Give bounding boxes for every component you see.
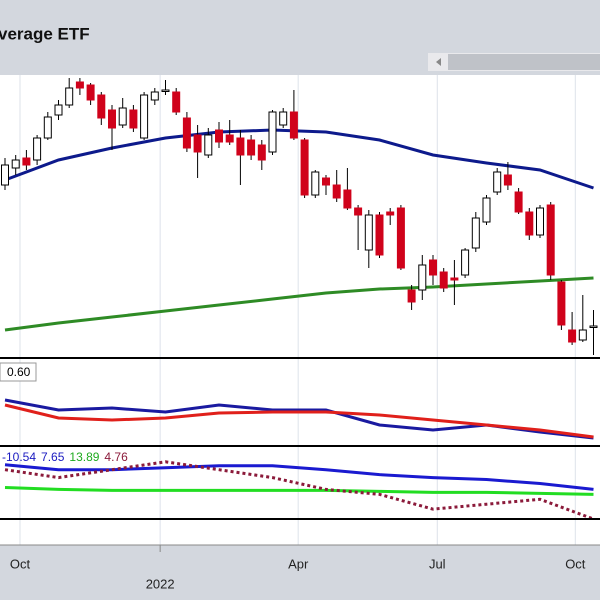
candle-body bbox=[311, 171, 320, 196]
moving-average bbox=[4, 128, 594, 190]
candle-body bbox=[589, 325, 598, 328]
candle-body bbox=[33, 137, 42, 161]
candle-body bbox=[43, 116, 52, 139]
candle-body bbox=[172, 91, 181, 113]
indicator-line bbox=[4, 403, 594, 439]
indicator-label: 0.60 bbox=[7, 365, 31, 379]
x-year-label: 2022 bbox=[146, 576, 175, 591]
candle-body bbox=[578, 329, 587, 341]
candle-body bbox=[65, 87, 74, 106]
candle-body bbox=[461, 249, 470, 276]
candle-body bbox=[22, 157, 31, 166]
candle-body bbox=[557, 281, 566, 326]
candle-body bbox=[54, 104, 63, 116]
candle-body bbox=[386, 211, 395, 216]
candle-body bbox=[268, 111, 277, 153]
candle-body bbox=[536, 207, 544, 236]
candle-body bbox=[204, 134, 213, 156]
candle-body bbox=[418, 264, 427, 291]
candle-body bbox=[482, 197, 491, 223]
candle-body bbox=[514, 191, 523, 213]
candle-body bbox=[396, 207, 405, 269]
scrollbar-thumb[interactable] bbox=[448, 54, 600, 70]
candle-body bbox=[525, 211, 534, 236]
x-tick-label: Oct bbox=[565, 556, 586, 571]
candle-body bbox=[429, 259, 437, 276]
indicator-value: 4.76 bbox=[104, 450, 128, 464]
candle-body bbox=[471, 217, 480, 249]
candle-body bbox=[97, 94, 106, 119]
candle-body bbox=[289, 111, 298, 139]
candle-body bbox=[332, 184, 341, 199]
candle-body bbox=[118, 107, 127, 126]
candle-body bbox=[257, 144, 266, 161]
indicator-line bbox=[4, 463, 594, 491]
candle-body bbox=[364, 214, 373, 251]
chart-title: verage ETF bbox=[0, 24, 90, 43]
candle-body bbox=[300, 139, 309, 196]
candle-body bbox=[193, 134, 202, 153]
x-tick-label: Oct bbox=[10, 556, 31, 571]
indicator-line bbox=[4, 485, 594, 496]
candle-body bbox=[129, 109, 138, 129]
candle-body bbox=[503, 174, 512, 186]
candle-body bbox=[439, 271, 448, 289]
scroll-arrow[interactable] bbox=[436, 58, 441, 66]
candle-body bbox=[546, 204, 555, 276]
x-tick-label: Jul bbox=[429, 556, 446, 571]
candle-body bbox=[86, 84, 95, 101]
candle-body bbox=[407, 289, 416, 303]
plot-area bbox=[0, 75, 600, 545]
candle-body bbox=[108, 109, 116, 129]
candle-body bbox=[75, 81, 84, 89]
candle-body bbox=[450, 277, 459, 281]
candle-body bbox=[247, 139, 256, 156]
candle-body bbox=[225, 134, 234, 143]
candle-body bbox=[375, 214, 384, 256]
candle-body bbox=[279, 111, 288, 126]
moving-average bbox=[4, 276, 594, 332]
candle-body bbox=[568, 329, 577, 343]
indicator-label-box bbox=[0, 362, 37, 382]
candle-body bbox=[493, 171, 502, 193]
candle-body bbox=[161, 89, 170, 92]
candle-body bbox=[343, 189, 352, 209]
candle-body bbox=[215, 129, 223, 143]
x-tick-label: Apr bbox=[288, 556, 309, 571]
indicator-value: 13.89 bbox=[69, 450, 99, 464]
candle-body bbox=[354, 207, 363, 216]
candle-body bbox=[140, 94, 149, 139]
indicator-value: -10.54 bbox=[2, 450, 36, 464]
candle-body bbox=[182, 117, 191, 149]
candle-body bbox=[11, 159, 20, 169]
candle-body bbox=[1, 164, 9, 186]
indicator-value: 7.65 bbox=[41, 450, 65, 464]
candle-body bbox=[150, 91, 159, 101]
candle-body bbox=[236, 137, 245, 156]
candle-body bbox=[322, 177, 330, 186]
